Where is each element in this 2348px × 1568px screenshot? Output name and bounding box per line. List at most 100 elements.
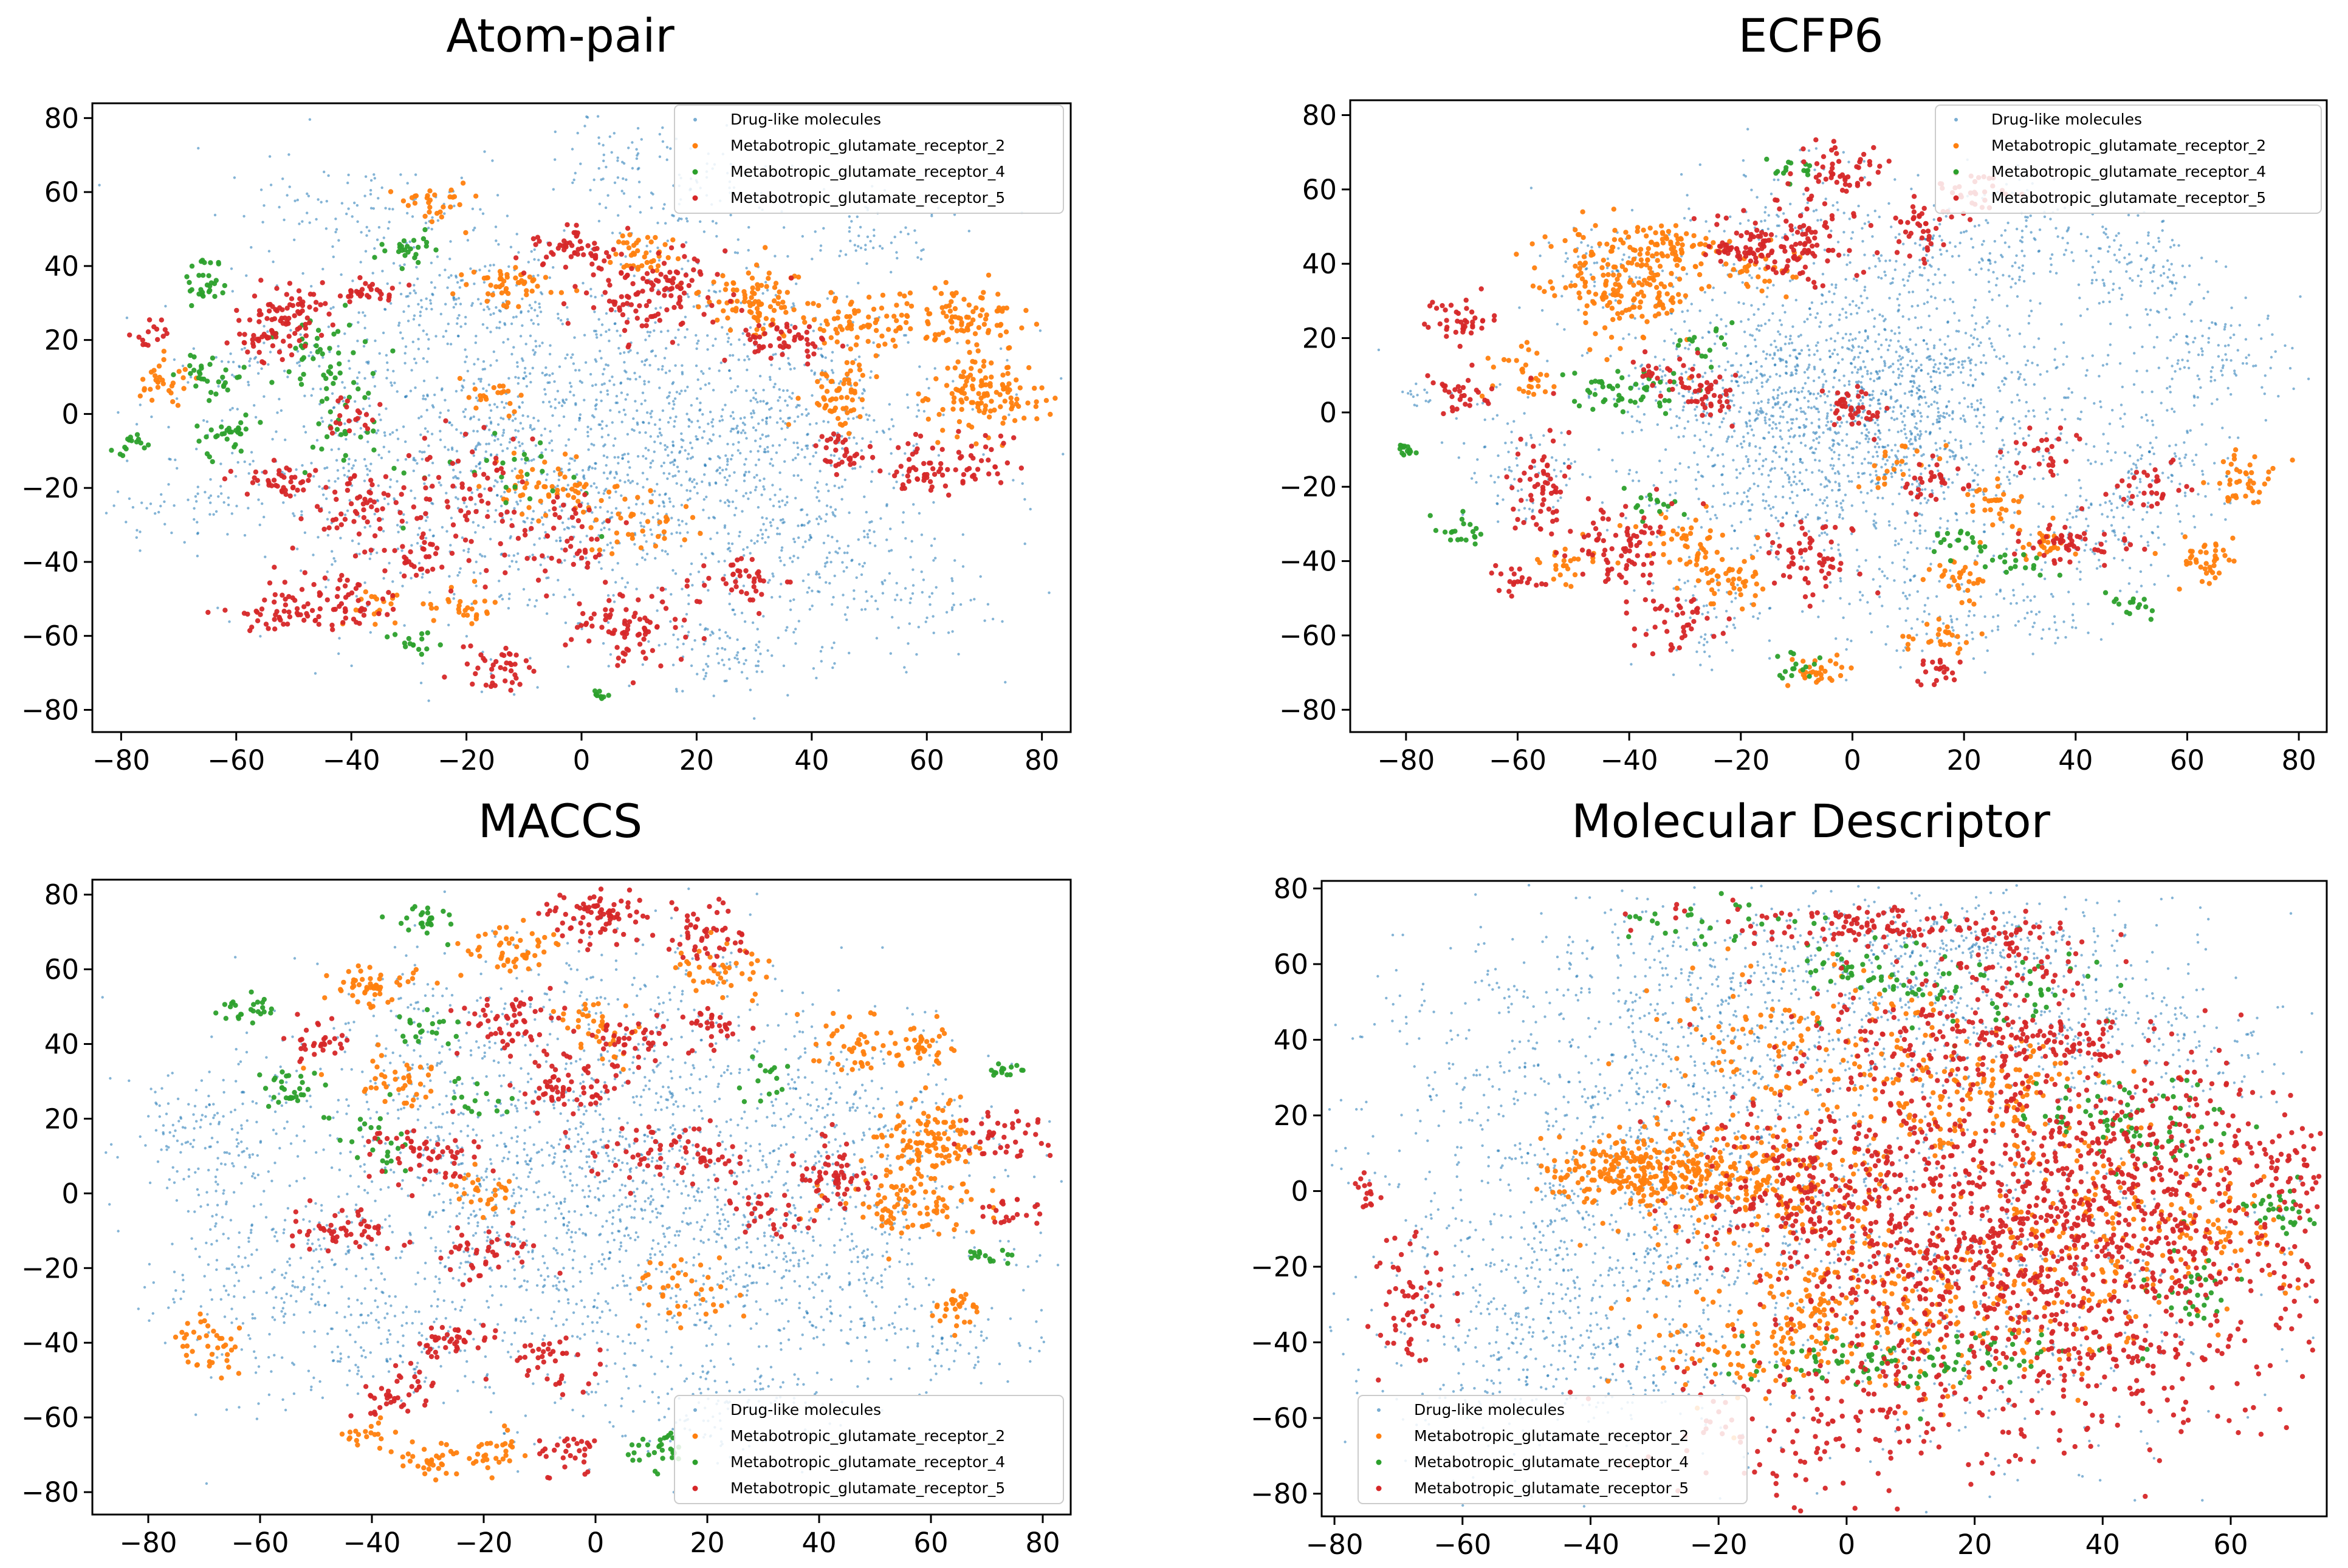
data-point bbox=[375, 431, 378, 434]
data-point bbox=[989, 374, 994, 380]
data-point bbox=[953, 467, 958, 473]
data-point bbox=[373, 513, 376, 516]
data-point bbox=[636, 563, 639, 566]
data-point bbox=[664, 443, 667, 447]
data-point bbox=[521, 297, 524, 301]
data-point bbox=[819, 371, 825, 377]
data-point bbox=[474, 502, 477, 506]
data-point bbox=[757, 664, 760, 668]
data-point bbox=[647, 448, 650, 452]
data-point bbox=[427, 209, 432, 215]
data-point bbox=[342, 583, 348, 589]
data-point bbox=[513, 491, 517, 494]
data-point bbox=[1858, 351, 1862, 355]
data-point bbox=[832, 513, 835, 516]
data-point bbox=[609, 653, 613, 656]
data-point bbox=[267, 580, 273, 586]
data-point bbox=[1741, 281, 1744, 284]
data-point bbox=[290, 484, 296, 490]
data-point bbox=[363, 314, 366, 317]
data-point bbox=[463, 230, 469, 236]
data-point bbox=[757, 458, 761, 461]
data-point bbox=[998, 332, 1003, 338]
data-point bbox=[626, 317, 630, 320]
data-point bbox=[843, 478, 847, 481]
data-point bbox=[226, 425, 232, 431]
data-point bbox=[561, 238, 567, 244]
data-point bbox=[343, 595, 349, 600]
data-point bbox=[477, 377, 481, 381]
data-point bbox=[842, 570, 845, 573]
data-point bbox=[958, 374, 964, 379]
data-point bbox=[899, 312, 905, 318]
data-point bbox=[879, 306, 885, 311]
data-point bbox=[307, 473, 312, 478]
data-point bbox=[286, 594, 292, 600]
data-point bbox=[287, 343, 293, 349]
data-point bbox=[263, 324, 266, 328]
data-point bbox=[771, 484, 774, 487]
data-point bbox=[342, 606, 348, 612]
data-point bbox=[312, 553, 315, 556]
data-point bbox=[668, 472, 671, 475]
data-point bbox=[761, 344, 766, 350]
data-point bbox=[880, 292, 886, 298]
data-point bbox=[422, 357, 425, 360]
x-tick-label: 20 bbox=[679, 744, 714, 776]
x-tick-label: −40 bbox=[323, 744, 380, 776]
data-point bbox=[413, 252, 419, 257]
data-point bbox=[706, 334, 709, 337]
data-point bbox=[597, 167, 600, 170]
data-point bbox=[504, 272, 510, 278]
data-point bbox=[1932, 366, 1935, 369]
data-point bbox=[380, 186, 383, 190]
data-point bbox=[1691, 380, 1694, 383]
data-point bbox=[873, 320, 879, 326]
data-point bbox=[400, 544, 405, 549]
data-point bbox=[272, 617, 277, 622]
data-point bbox=[485, 389, 488, 392]
data-point bbox=[933, 367, 936, 370]
data-point bbox=[1570, 462, 1573, 465]
data-point bbox=[257, 498, 260, 501]
data-point bbox=[766, 270, 772, 276]
data-point bbox=[524, 366, 527, 370]
data-point bbox=[338, 637, 341, 640]
data-point bbox=[483, 682, 489, 688]
data-point bbox=[859, 465, 862, 468]
data-point bbox=[534, 340, 537, 343]
data-point bbox=[156, 363, 162, 369]
data-point bbox=[230, 512, 233, 515]
data-point bbox=[563, 547, 568, 553]
data-point bbox=[681, 519, 684, 523]
data-point bbox=[706, 575, 712, 581]
data-point bbox=[421, 236, 427, 242]
data-point bbox=[219, 485, 222, 488]
data-point bbox=[569, 486, 575, 492]
data-point bbox=[289, 296, 295, 301]
data-point bbox=[680, 432, 683, 435]
data-point bbox=[925, 416, 932, 422]
data-point bbox=[522, 587, 526, 591]
data-point bbox=[2087, 631, 2090, 634]
data-point bbox=[493, 659, 499, 665]
data-point bbox=[623, 351, 626, 354]
data-point bbox=[444, 399, 447, 402]
data-point bbox=[1021, 416, 1027, 421]
data-point bbox=[820, 337, 826, 342]
data-point bbox=[449, 544, 452, 547]
data-point bbox=[446, 342, 449, 346]
data-point bbox=[1836, 353, 1839, 356]
data-point bbox=[581, 469, 585, 472]
data-point bbox=[1890, 449, 1893, 452]
data-point bbox=[859, 325, 864, 330]
data-point bbox=[508, 668, 514, 674]
data-point bbox=[909, 555, 912, 559]
data-point bbox=[859, 397, 865, 403]
data-point bbox=[286, 194, 289, 197]
data-point bbox=[976, 325, 982, 330]
data-point bbox=[484, 397, 489, 402]
data-point bbox=[386, 282, 389, 286]
data-point bbox=[377, 413, 381, 416]
data-point bbox=[560, 404, 564, 408]
